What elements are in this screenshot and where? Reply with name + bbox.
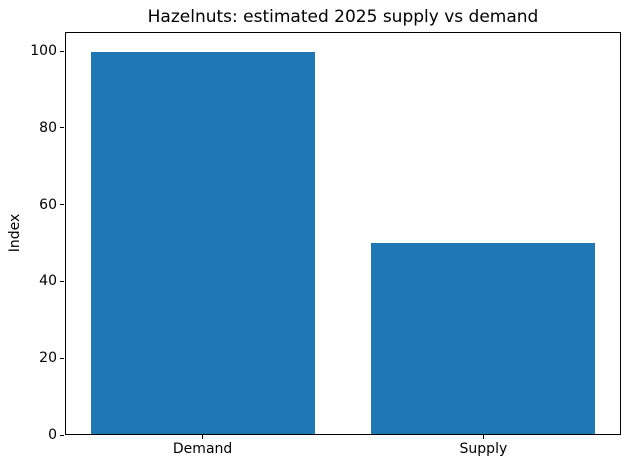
bar-demand [91,52,315,434]
y-tick-label: 0 [48,427,57,443]
y-tick-label: 60 [39,196,57,213]
y-tick-label: 20 [39,350,57,367]
y-tick-label: 40 [39,273,57,290]
x-tick-mark [482,435,484,439]
y-tick-mark [60,357,64,359]
x-tick-label: Demand [172,441,233,457]
x-tick-label: Supply [459,441,508,457]
y-tick-label: 100 [30,43,57,60]
y-tick-mark [60,280,64,282]
y-axis-label: Index [7,213,23,253]
y-tick-mark [60,204,64,206]
bar-supply [370,243,595,434]
y-tick-mark [60,50,64,52]
x-tick-mark [202,435,204,439]
y-tick-mark [60,434,64,436]
chart-title: Hazelnuts: estimated 2025 supply vs dema… [147,7,539,27]
plot-area [65,32,621,435]
y-tick-mark [60,127,64,129]
y-tick-label: 80 [39,119,57,136]
